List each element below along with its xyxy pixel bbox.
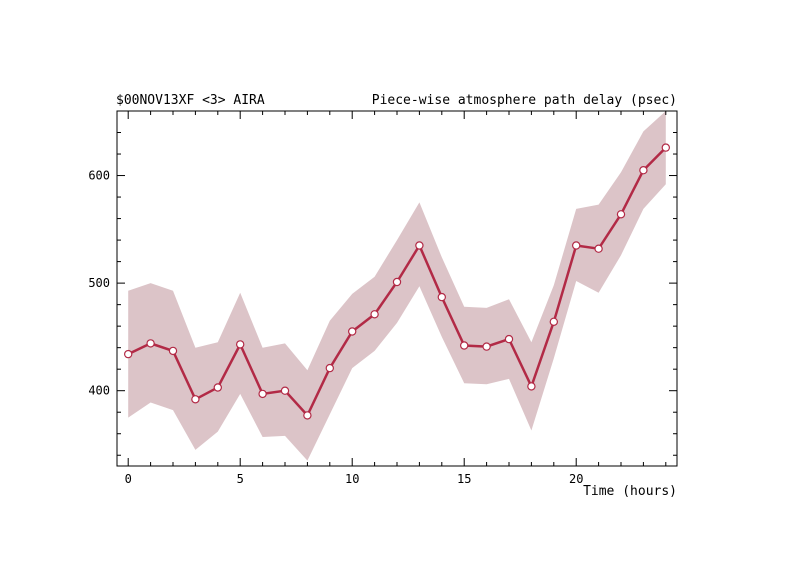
data-point — [303, 411, 312, 420]
data-point — [639, 165, 648, 175]
data-point — [392, 277, 402, 287]
x-tick-label: 5 — [237, 472, 244, 486]
y-tick-label: 600 — [88, 169, 110, 183]
data-point — [123, 349, 133, 359]
data-point — [280, 386, 290, 395]
data-point — [348, 327, 357, 336]
data-point — [549, 317, 559, 326]
x-tick-label: 15 — [457, 472, 471, 486]
data-point — [460, 341, 469, 350]
data-point — [213, 383, 222, 392]
data-point — [594, 244, 603, 253]
data-point — [235, 340, 245, 349]
data-point — [482, 342, 491, 351]
data-point — [437, 292, 446, 302]
y-tick-label: 400 — [88, 384, 110, 398]
data-point — [168, 346, 178, 356]
data-markers — [123, 143, 671, 420]
data-point — [616, 210, 626, 219]
data-point — [325, 363, 334, 373]
axis-ticks — [117, 110, 677, 466]
data-point — [527, 382, 536, 391]
chart-left-title: $00NOV13XF <3> AIRA — [116, 93, 265, 108]
data-point — [661, 143, 671, 152]
x-tick-label: 10 — [345, 472, 359, 486]
data-point — [258, 389, 267, 399]
chart-right-title: Piece-wise atmosphere path delay (psec) — [372, 93, 677, 108]
data-point — [572, 241, 581, 250]
x-tick-label: 20 — [569, 472, 583, 486]
data-point — [415, 241, 424, 250]
x-axis-label: Time (hours) — [583, 484, 677, 499]
data-point — [191, 395, 200, 404]
y-tick-label: 500 — [88, 276, 110, 290]
data-point — [504, 334, 514, 344]
x-tick-label: 0 — [125, 472, 132, 486]
axis-tick-labels: 0 5 10 15 20 400 500 600 — [88, 169, 583, 486]
data-point — [370, 310, 379, 319]
data-point — [146, 339, 155, 348]
